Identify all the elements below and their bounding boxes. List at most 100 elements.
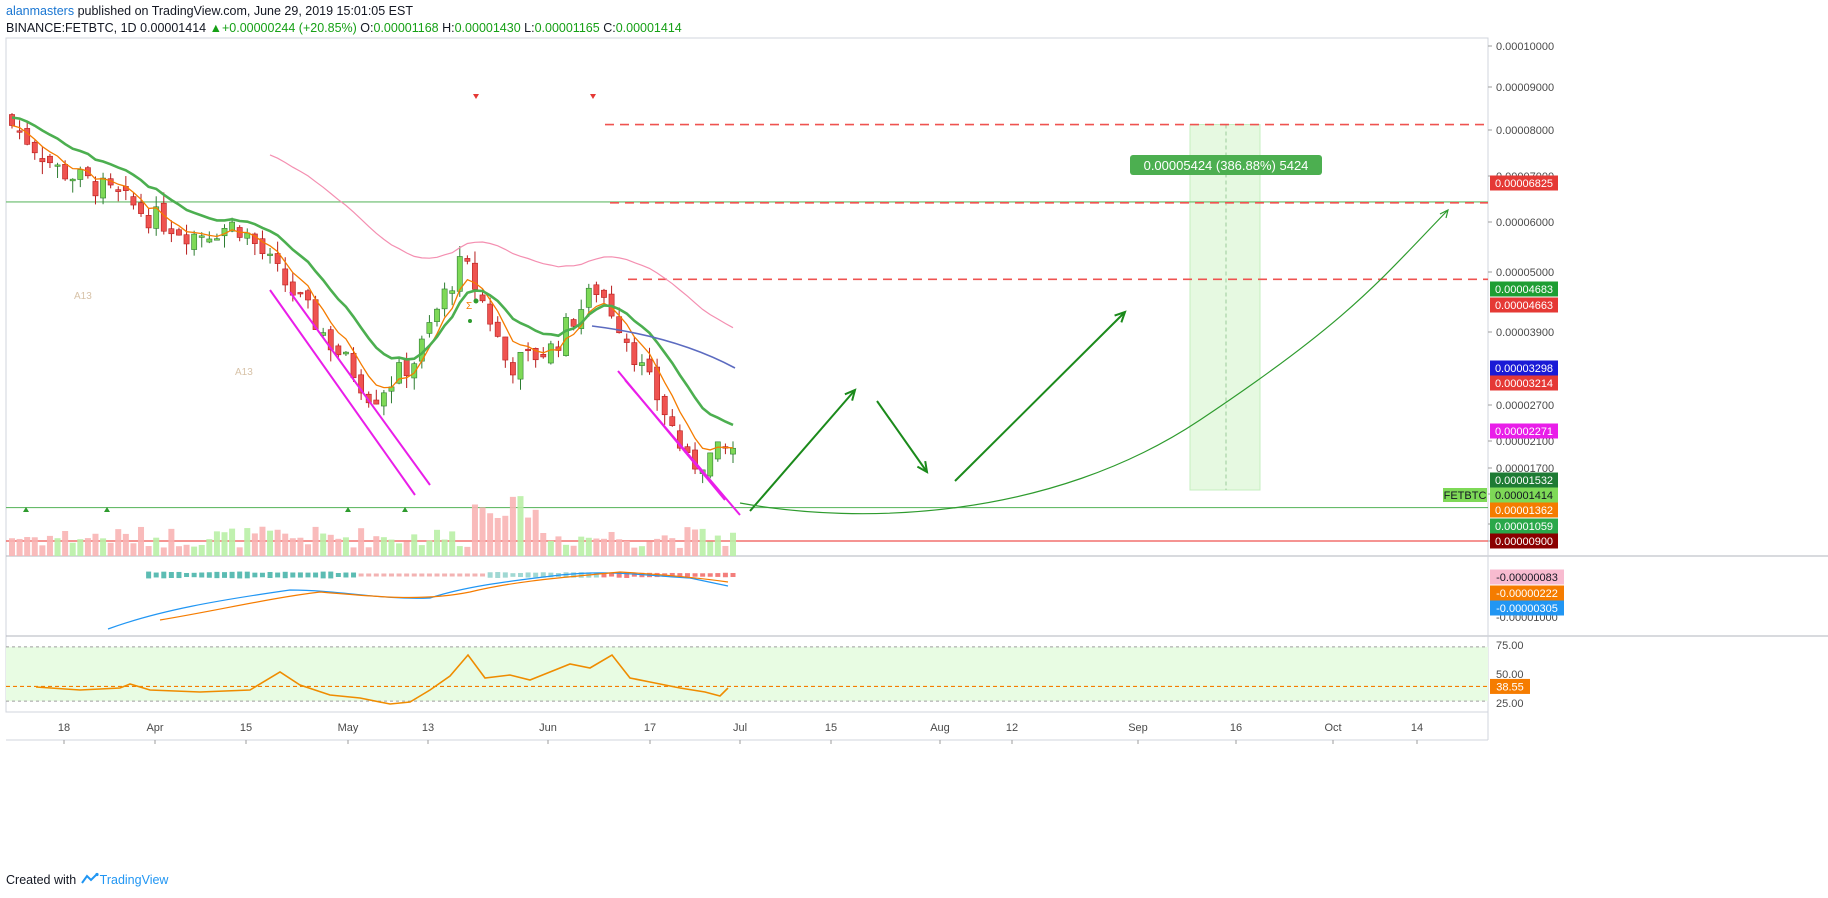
candle-body [267,253,273,256]
signal-dot [473,298,479,304]
candle [244,228,251,245]
candle-body [191,233,198,250]
price-tag-box [1490,297,1558,313]
candle [183,224,190,255]
symbol-tag-text: FETBTC [1444,490,1487,502]
publisher-name[interactable]: alanmasters [6,4,75,18]
projection-arrow [749,388,857,512]
macd-histogram-bar [259,572,265,578]
channel-line [289,291,431,486]
price-tag-box [1490,375,1558,391]
open-label: O: [360,21,374,35]
arrow-shaft [954,311,1126,482]
axis-tick-label: 0.00005000 [1496,267,1554,279]
candle [623,333,630,352]
arrow-shaft [876,400,928,473]
volume-bar [654,538,661,556]
candle [221,224,228,248]
price-tag-text: 0.00004683 [1495,284,1553,296]
macd-histogram-bar [449,573,455,577]
candle [206,231,213,244]
price-tag-text: 0.00004663 [1495,300,1553,312]
macd-histogram-bar [358,573,364,577]
macd-histogram-bar [578,572,584,578]
sell-signal-marker [473,94,479,99]
horizontal-levels[interactable] [6,123,1488,542]
price-tag-box [1490,175,1558,191]
volume-bar [563,544,570,556]
footer: Created with TradingView [6,872,168,887]
candle [176,227,182,236]
macd-histogram-bar [533,572,539,578]
macd-histogram-bar [161,571,167,579]
time-tick-label: Jul [733,722,747,734]
close-label: C: [603,21,616,35]
annotation-label: A13 [235,367,253,378]
volume-bar [540,533,547,556]
volume-bar [449,531,456,556]
candle [274,241,281,272]
macd-histogram-bar [343,572,349,578]
high-label: H: [442,21,455,35]
ma-pink-line [269,154,734,329]
price-tag-box [1490,423,1558,439]
volume-bar [77,539,84,556]
candle-body [593,284,600,295]
candle-body [502,336,509,361]
up-arrow-icon: ▲ [209,21,222,35]
candle [69,178,76,193]
volume-bar [24,537,31,556]
volume-bar [547,540,554,556]
candle-body [138,202,144,214]
open-value: 0.00001168 [373,21,439,35]
candle-body [714,441,721,460]
candle-body [335,345,342,356]
volume-bar [229,528,236,556]
candle [692,442,698,475]
arrow-head [844,388,857,401]
candle [714,441,721,462]
axis-tick-label: 0.00010000 [1496,41,1554,53]
candle-body [441,288,448,310]
macd-histogram-bar [525,572,531,578]
candle-body [282,268,289,286]
volume-bar [623,540,630,556]
macd-histogram-bar [510,573,516,577]
time-tick-label: May [338,722,359,734]
volume-bar [517,496,524,556]
rsi-tag-text: 38.55 [1496,681,1524,693]
tradingview-brand-link[interactable]: TradingView [99,873,169,887]
axis-tick-label: 0.00008000 [1496,125,1554,137]
volume-bar [130,543,137,556]
macd-line [107,572,729,630]
symbol-name: BINANCE:FETBTC, 1D [6,21,137,35]
candle [388,376,395,404]
volume-bar [138,526,145,556]
candle [616,307,623,334]
candle-body [426,322,433,334]
ema-fast-line [11,124,734,451]
price-tag-box [1490,518,1558,534]
indicator-panes [6,571,1488,705]
macd-histogram-bar [684,573,690,577]
buy-signal-marker [23,507,29,512]
volume-bar [221,532,228,556]
candle [198,232,205,248]
candle-body [62,164,69,180]
candle-body [380,392,387,407]
price-tag-text: 0.00000900 [1495,536,1553,548]
time-tick-label: Apr [146,722,163,734]
macd-histogram-bar [366,573,372,577]
candle [525,342,531,362]
axis-tick-label: 0.00009000 [1496,82,1554,94]
volume-bar [54,538,61,556]
time-axis[interactable]: 18 Apr 15 May 13 Jun 17 Jul 15 Aug 12 Sep 16 Oct 14 [58,722,1423,744]
candle-body [229,221,235,232]
macd-histogram-bar [495,572,501,578]
candle-body [16,130,23,133]
volume-bar [684,527,691,556]
macd-histogram-bar [487,572,493,578]
chart-drawings[interactable]: A13 A13 Σ 0.00005424 (386.88%) 5424 [23,94,1449,516]
volume-bar [676,547,683,556]
